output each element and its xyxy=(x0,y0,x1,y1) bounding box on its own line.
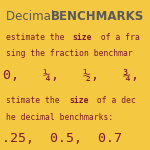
Text: sing the fraction benchmar: sing the fraction benchmar xyxy=(6,50,133,58)
Text: BENCHMARKS: BENCHMARKS xyxy=(51,11,144,24)
Text: .25,  0.5,  0.7: .25, 0.5, 0.7 xyxy=(2,132,122,145)
Text: stimate the: stimate the xyxy=(6,96,64,105)
Text: he decimal benchmarks:: he decimal benchmarks: xyxy=(6,112,113,122)
Text: size: size xyxy=(69,96,88,105)
Text: size: size xyxy=(72,33,92,42)
Text: of a fra: of a fra xyxy=(96,33,140,42)
Text: 0,   ¼,   ½,   ¾,   1: 0, ¼, ½, ¾, 1 xyxy=(3,69,150,82)
Text: Decimal: Decimal xyxy=(6,11,58,24)
Text: of a dec: of a dec xyxy=(92,96,135,105)
Text: estimate the: estimate the xyxy=(6,33,69,42)
